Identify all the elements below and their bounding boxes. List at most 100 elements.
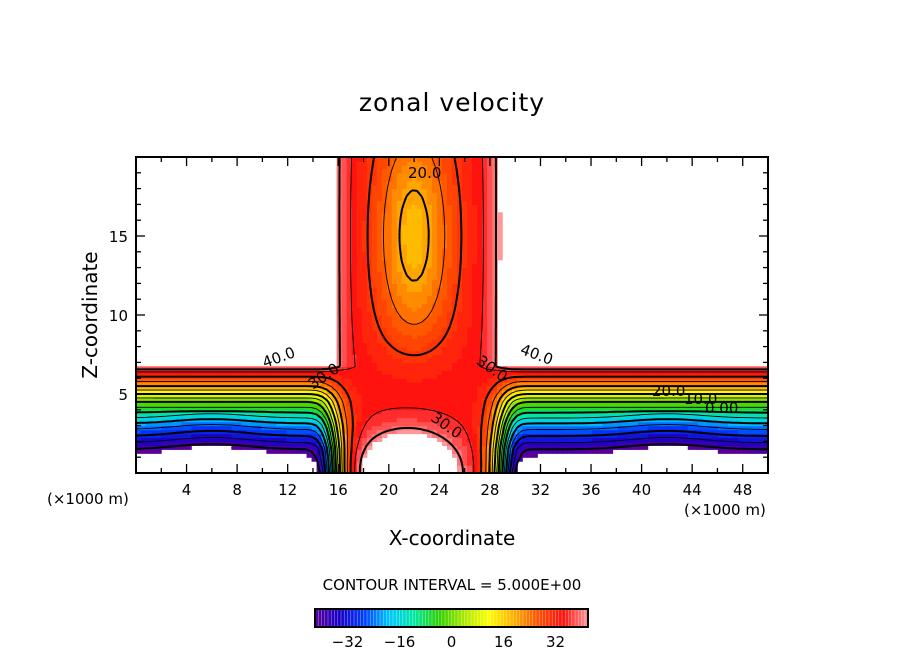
contour-cell	[176, 386, 182, 391]
contour-cell	[396, 299, 403, 304]
contour-cell	[391, 303, 398, 308]
contour-cell	[401, 255, 408, 261]
contour-cell	[467, 362, 473, 367]
contour-cell	[477, 295, 483, 300]
contour-cell	[737, 394, 744, 399]
contour-cell	[346, 243, 353, 249]
contour-cell	[301, 378, 308, 383]
contour-cell	[431, 429, 438, 435]
contour-cell	[747, 370, 754, 375]
contour-cell	[391, 386, 398, 391]
contour-cell	[452, 271, 458, 277]
contour-cell	[211, 401, 217, 407]
contour-cell	[467, 212, 473, 217]
contour-cell	[391, 228, 398, 233]
contour-cell	[712, 397, 719, 403]
contour-cell	[637, 433, 644, 439]
colorbar-swatch	[386, 609, 391, 627]
contour-cell	[376, 401, 383, 407]
contour-cell	[361, 180, 368, 186]
contour-cell	[391, 354, 398, 360]
contour-cell	[667, 378, 674, 383]
contour-cell	[416, 382, 423, 387]
contour-cell	[441, 176, 448, 182]
contour-cell	[411, 326, 418, 332]
contour-cell	[346, 441, 353, 446]
contour-cell	[647, 405, 654, 411]
contour-cell	[406, 346, 413, 352]
contour-cell	[667, 386, 674, 391]
contour-cell	[421, 303, 428, 308]
contour-cell	[552, 441, 558, 446]
contour-cell	[166, 370, 172, 375]
contour-cell	[592, 397, 599, 403]
contour-cell	[426, 168, 433, 174]
contour-cell	[497, 429, 503, 435]
contour-cell	[386, 212, 393, 217]
contour-cell	[547, 382, 553, 387]
contour-cell	[341, 247, 348, 253]
contour-cell	[426, 271, 433, 277]
contour-cell	[376, 338, 383, 344]
contour-cell	[421, 216, 428, 221]
contour-cell	[321, 378, 328, 383]
contour-cell	[682, 437, 689, 442]
contour-cell	[241, 378, 247, 383]
contour-cell	[467, 224, 473, 229]
contour-cell	[467, 208, 473, 213]
contour-cell	[446, 251, 453, 257]
contour-cell	[552, 405, 558, 411]
contour-cell	[411, 374, 418, 379]
contour-cell	[141, 378, 147, 383]
contour-cell	[346, 417, 353, 423]
contour-cell	[487, 307, 493, 312]
contour-cell	[256, 394, 262, 399]
contour-cell	[657, 425, 664, 431]
colorbar-swatch	[458, 609, 462, 627]
contour-cell	[472, 358, 478, 363]
contour-cell	[346, 259, 353, 265]
contour-cell	[156, 405, 162, 411]
contour-cell	[371, 425, 378, 431]
contour-cell	[617, 433, 624, 439]
contour-cell	[386, 220, 393, 225]
contour-cell	[467, 307, 473, 312]
y-tick-label: 10	[109, 307, 128, 325]
contour-cell	[201, 413, 207, 419]
contour-cell	[381, 295, 388, 300]
contour-cell	[436, 212, 443, 217]
contour-cell	[487, 346, 493, 352]
contour-cell	[672, 421, 679, 427]
contour-cell	[487, 236, 493, 241]
contour-cell	[446, 172, 453, 178]
contour-cell	[452, 397, 458, 403]
contour-cell	[186, 413, 192, 419]
contour-cell	[391, 382, 398, 387]
contour-cell	[421, 382, 428, 387]
contour-cell	[612, 382, 619, 387]
contour-cell	[702, 382, 709, 387]
contour-cell	[512, 449, 518, 454]
contour-cell	[727, 405, 734, 411]
contour-cell	[211, 394, 217, 399]
contour-cell	[522, 370, 528, 375]
contour-cell	[462, 409, 468, 415]
contour-cell	[306, 445, 313, 450]
contour-cell	[452, 164, 458, 170]
contour-cell	[446, 295, 453, 300]
contour-cell	[477, 188, 483, 194]
contour-cell	[467, 429, 473, 435]
contour-cell	[341, 271, 348, 277]
contour-cell	[472, 315, 478, 320]
contour-cell	[592, 437, 599, 442]
contour-cell	[411, 330, 418, 336]
contour-cell	[472, 283, 478, 288]
contour-cell	[351, 394, 358, 399]
contour-cell	[346, 291, 353, 296]
contour-cell	[416, 394, 423, 399]
contour-cell	[547, 394, 553, 399]
contour-cell	[391, 164, 398, 170]
contour-cell	[757, 370, 764, 375]
contour-cell	[436, 271, 443, 277]
contour-cell	[376, 176, 383, 182]
